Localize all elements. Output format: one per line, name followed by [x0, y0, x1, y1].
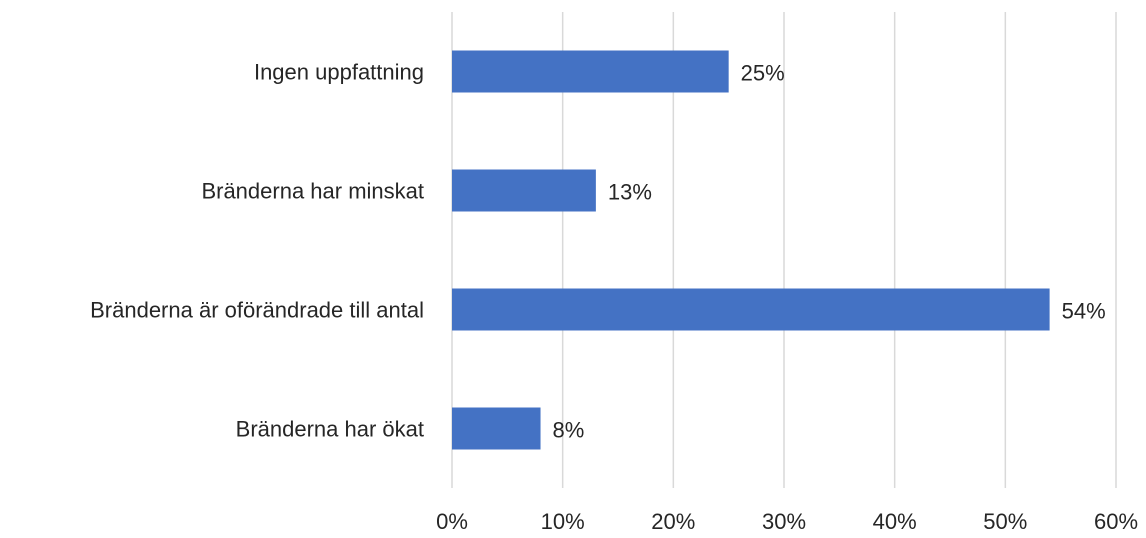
data-label: 13% [608, 179, 652, 204]
y-tick-label: Bränderna har minskat [201, 178, 424, 203]
bar [452, 169, 596, 212]
x-tick-label: 30% [762, 509, 806, 534]
bar [452, 50, 729, 93]
x-tick-label: 20% [651, 509, 695, 534]
data-label: 25% [741, 60, 785, 85]
y-tick-label: Bränderna är oförändrade till antal [90, 297, 424, 322]
y-tick-label: Bränderna har ökat [236, 416, 424, 441]
x-tick-label: 0% [436, 509, 468, 534]
bar [452, 288, 1050, 331]
x-tick-label: 60% [1094, 509, 1138, 534]
bar [452, 407, 541, 450]
data-label: 8% [553, 417, 585, 442]
data-label: 54% [1062, 298, 1106, 323]
x-tick-label: 50% [983, 509, 1027, 534]
y-tick-label: Ingen uppfattning [254, 59, 424, 84]
x-tick-label: 10% [541, 509, 585, 534]
x-tick-label: 40% [873, 509, 917, 534]
